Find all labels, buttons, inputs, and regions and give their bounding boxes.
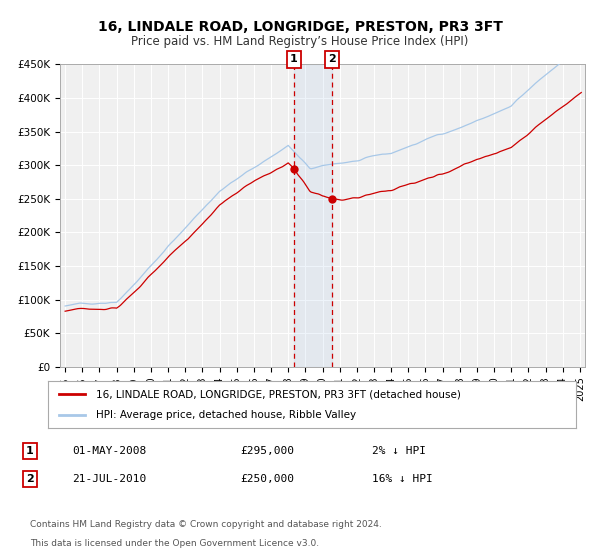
Text: 16, LINDALE ROAD, LONGRIDGE, PRESTON, PR3 3FT (detached house): 16, LINDALE ROAD, LONGRIDGE, PRESTON, PR… bbox=[95, 389, 460, 399]
Text: 2: 2 bbox=[328, 54, 335, 64]
Text: 01-MAY-2008: 01-MAY-2008 bbox=[72, 446, 146, 456]
Text: 1: 1 bbox=[26, 446, 34, 456]
Text: 1: 1 bbox=[290, 54, 298, 64]
Text: 16, LINDALE ROAD, LONGRIDGE, PRESTON, PR3 3FT: 16, LINDALE ROAD, LONGRIDGE, PRESTON, PR… bbox=[98, 20, 502, 34]
Text: £250,000: £250,000 bbox=[240, 474, 294, 484]
Text: 2: 2 bbox=[26, 474, 34, 484]
Text: 16% ↓ HPI: 16% ↓ HPI bbox=[372, 474, 433, 484]
Bar bbox=[294, 64, 332, 367]
Text: Contains HM Land Registry data © Crown copyright and database right 2024.: Contains HM Land Registry data © Crown c… bbox=[30, 520, 382, 529]
Text: This data is licensed under the Open Government Licence v3.0.: This data is licensed under the Open Gov… bbox=[30, 539, 319, 548]
Text: £295,000: £295,000 bbox=[240, 446, 294, 456]
Text: 21-JUL-2010: 21-JUL-2010 bbox=[72, 474, 146, 484]
Text: 2% ↓ HPI: 2% ↓ HPI bbox=[372, 446, 426, 456]
Text: HPI: Average price, detached house, Ribble Valley: HPI: Average price, detached house, Ribb… bbox=[95, 410, 356, 420]
Text: Price paid vs. HM Land Registry’s House Price Index (HPI): Price paid vs. HM Land Registry’s House … bbox=[131, 35, 469, 48]
